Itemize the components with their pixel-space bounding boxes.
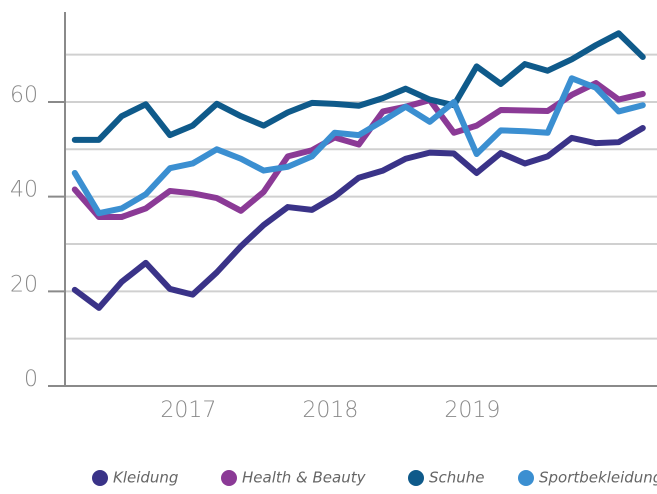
- legend-marker: [221, 470, 237, 486]
- y-tick-label: 20: [10, 272, 38, 297]
- legend-label: Kleidung: [113, 469, 178, 487]
- legend-marker: [408, 470, 424, 486]
- x-tick-label: 2018: [302, 398, 358, 423]
- legend: Kleidung Health & Beauty Schuhe Sportbeklei…: [92, 469, 657, 487]
- axes: 0 20 40 60 2017 2018 2019: [10, 12, 657, 423]
- legend-marker: [518, 470, 534, 486]
- x-tick-label: 2017: [160, 398, 216, 423]
- series-line: [71, 30, 646, 143]
- y-tick-label: 0: [24, 367, 38, 392]
- y-tick-label: 40: [10, 178, 38, 203]
- series-line: [71, 80, 646, 220]
- lines: [71, 30, 646, 311]
- legend-label: Health & Beauty: [242, 469, 367, 487]
- legend-label: Sportbekleidung: [539, 469, 657, 487]
- series-line: [71, 75, 646, 217]
- legend-marker: [92, 470, 108, 486]
- y-tick-label: 60: [10, 83, 38, 108]
- series-line: [71, 124, 646, 311]
- legend-label: Schuhe: [429, 469, 485, 487]
- x-tick-label: 2019: [444, 398, 500, 423]
